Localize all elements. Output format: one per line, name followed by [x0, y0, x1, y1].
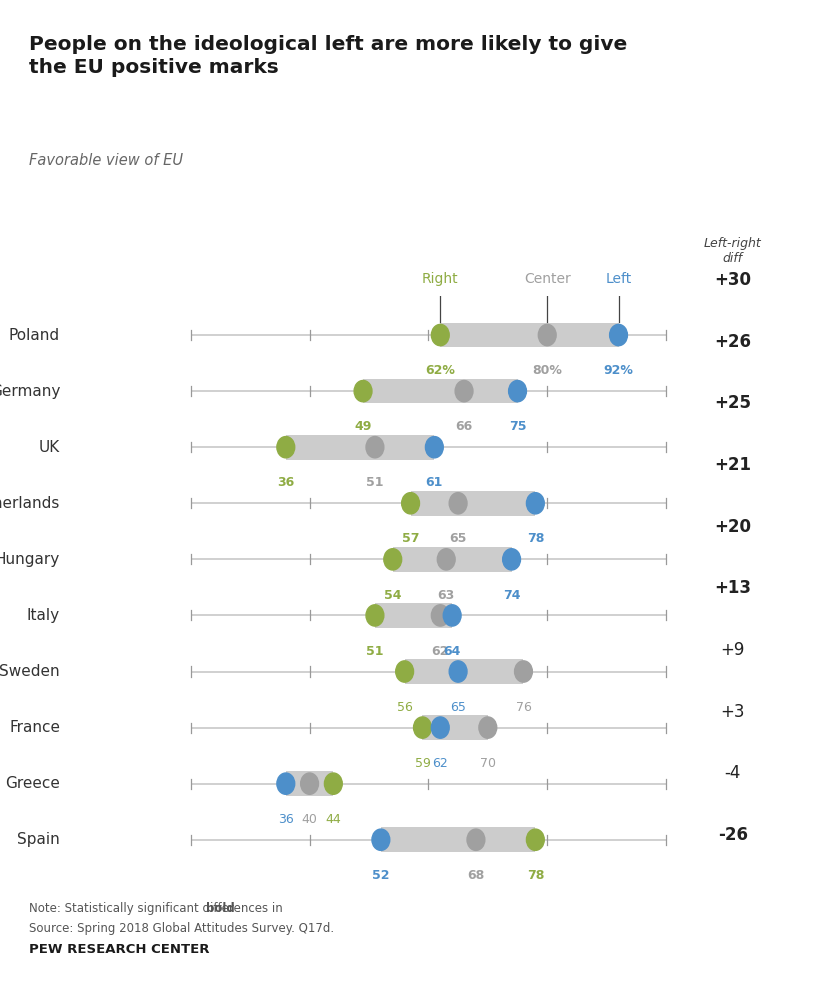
Text: France: France [9, 720, 60, 736]
Text: 51: 51 [366, 645, 384, 658]
Text: People on the ideological left are more likely to give
the EU positive marks: People on the ideological left are more … [29, 35, 627, 77]
Text: 76: 76 [516, 701, 532, 714]
Ellipse shape [413, 717, 432, 739]
Ellipse shape [301, 773, 318, 795]
Text: +20: +20 [714, 518, 752, 535]
Text: 44: 44 [325, 812, 341, 826]
Text: 70: 70 [480, 756, 496, 770]
Text: 75: 75 [509, 420, 527, 433]
Text: Left-right
diff: Left-right diff [704, 237, 762, 264]
Ellipse shape [449, 661, 467, 682]
Ellipse shape [467, 829, 485, 850]
Text: +30: +30 [714, 271, 752, 289]
Ellipse shape [479, 717, 496, 739]
Ellipse shape [444, 604, 461, 626]
Ellipse shape [277, 437, 295, 458]
Ellipse shape [527, 829, 544, 850]
Text: 57: 57 [402, 532, 419, 545]
Text: 54: 54 [384, 589, 402, 601]
Text: 61: 61 [426, 476, 443, 489]
Ellipse shape [455, 381, 473, 401]
Text: 74: 74 [503, 589, 520, 601]
Ellipse shape [425, 437, 444, 458]
Text: -4: -4 [725, 764, 741, 782]
Text: 62: 62 [432, 645, 449, 658]
Text: +25: +25 [714, 394, 752, 412]
Ellipse shape [432, 717, 449, 739]
Text: UK: UK [39, 440, 60, 455]
Text: Italy: Italy [27, 608, 60, 623]
Ellipse shape [508, 381, 527, 401]
Text: Right: Right [422, 272, 459, 286]
Ellipse shape [502, 548, 521, 570]
Text: Netherlands: Netherlands [0, 496, 60, 511]
Text: 62%: 62% [425, 364, 455, 378]
Text: PEW RESEARCH CENTER: PEW RESEARCH CENTER [29, 944, 210, 956]
Ellipse shape [432, 324, 449, 346]
Text: Sweden: Sweden [0, 664, 60, 679]
Text: Source: Spring 2018 Global Attitudes Survey. Q17d.: Source: Spring 2018 Global Attitudes Sur… [29, 922, 334, 935]
Ellipse shape [384, 548, 402, 570]
Text: +3: +3 [721, 703, 745, 721]
Text: 92%: 92% [604, 364, 633, 378]
Ellipse shape [396, 661, 413, 682]
Text: Poland: Poland [9, 327, 60, 342]
Ellipse shape [432, 604, 449, 626]
Text: Note: Statistically significant differences in: Note: Statistically significant differen… [29, 902, 287, 915]
Text: 40: 40 [302, 812, 318, 826]
Text: 78: 78 [527, 532, 544, 545]
Text: Germany: Germany [0, 384, 60, 398]
Text: 64: 64 [444, 645, 461, 658]
Ellipse shape [277, 773, 295, 795]
Text: Greece: Greece [5, 776, 60, 791]
Text: 36: 36 [278, 812, 294, 826]
Text: 49: 49 [354, 420, 372, 433]
Ellipse shape [324, 773, 342, 795]
Text: +21: +21 [714, 456, 752, 474]
Text: +13: +13 [714, 579, 752, 598]
Text: 52: 52 [372, 869, 390, 881]
Ellipse shape [354, 381, 372, 401]
Text: Spain: Spain [18, 832, 60, 847]
Ellipse shape [449, 493, 467, 514]
Text: 56: 56 [396, 701, 412, 714]
Text: Favorable view of EU: Favorable view of EU [29, 153, 183, 168]
Text: 66: 66 [455, 420, 473, 433]
Ellipse shape [366, 437, 384, 458]
Text: 51: 51 [366, 476, 384, 489]
Ellipse shape [610, 324, 627, 346]
Text: 62: 62 [433, 756, 449, 770]
Ellipse shape [527, 493, 544, 514]
Text: +9: +9 [721, 641, 745, 659]
Ellipse shape [538, 324, 556, 346]
Ellipse shape [438, 548, 455, 570]
Text: Left: Left [606, 272, 632, 286]
Text: 80%: 80% [533, 364, 562, 378]
Text: 65: 65 [449, 532, 467, 545]
Text: 36: 36 [277, 476, 295, 489]
Text: 63: 63 [438, 589, 454, 601]
Ellipse shape [372, 829, 390, 850]
Text: 59: 59 [414, 756, 430, 770]
Text: -26: -26 [718, 826, 748, 844]
Text: 65: 65 [450, 701, 466, 714]
Text: 68: 68 [467, 869, 485, 881]
Text: Center: Center [524, 272, 570, 286]
Text: bold: bold [206, 902, 234, 915]
Ellipse shape [515, 661, 533, 682]
Text: .: . [237, 902, 240, 915]
Text: +26: +26 [714, 332, 752, 350]
Ellipse shape [366, 604, 384, 626]
Text: Hungary: Hungary [0, 552, 60, 567]
Text: 78: 78 [527, 869, 544, 881]
Ellipse shape [402, 493, 419, 514]
